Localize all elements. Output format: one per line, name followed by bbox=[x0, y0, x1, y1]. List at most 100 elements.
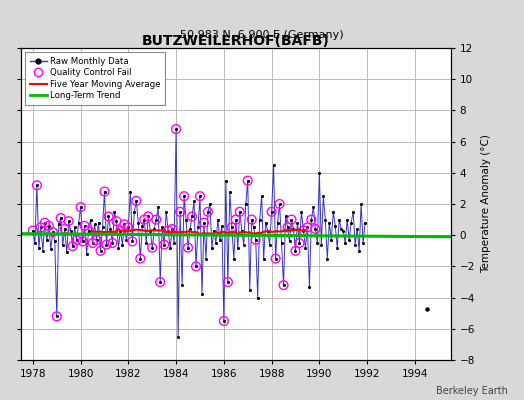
Point bbox=[252, 237, 260, 243]
Point bbox=[295, 240, 303, 246]
Point bbox=[146, 227, 155, 234]
Point bbox=[120, 221, 128, 228]
Point bbox=[256, 216, 264, 223]
Point bbox=[188, 213, 196, 220]
Point bbox=[319, 193, 328, 199]
Point bbox=[176, 209, 184, 215]
Point bbox=[52, 313, 61, 320]
Point bbox=[303, 224, 312, 230]
Point bbox=[106, 226, 115, 232]
Point bbox=[227, 224, 236, 230]
Point bbox=[112, 218, 121, 224]
Point bbox=[281, 213, 290, 220]
Point bbox=[206, 201, 214, 207]
Point bbox=[31, 240, 39, 246]
Point bbox=[184, 244, 192, 251]
Point bbox=[252, 237, 260, 243]
Point bbox=[156, 279, 165, 285]
Y-axis label: Temperature Anomaly (°C): Temperature Anomaly (°C) bbox=[481, 134, 490, 274]
Point bbox=[299, 227, 308, 234]
Point bbox=[246, 286, 254, 293]
Point bbox=[261, 220, 270, 226]
Point bbox=[271, 255, 280, 262]
Point bbox=[108, 240, 117, 246]
Point bbox=[144, 213, 152, 220]
Point bbox=[62, 249, 71, 256]
Point bbox=[357, 201, 365, 207]
Point bbox=[72, 237, 81, 243]
Point bbox=[200, 220, 208, 226]
Point bbox=[317, 241, 325, 248]
Point bbox=[52, 313, 61, 320]
Point bbox=[323, 255, 332, 262]
Point bbox=[337, 226, 345, 232]
Point bbox=[49, 229, 57, 235]
Point bbox=[291, 248, 300, 254]
Point bbox=[194, 224, 202, 230]
Point bbox=[136, 255, 145, 262]
Point bbox=[276, 201, 284, 207]
Point bbox=[94, 220, 103, 226]
Point bbox=[345, 237, 353, 243]
Legend: Raw Monthly Data, Quality Control Fail, Five Year Moving Average, Long-Term Tren: Raw Monthly Data, Quality Control Fail, … bbox=[25, 52, 165, 105]
Point bbox=[170, 240, 178, 246]
Point bbox=[200, 220, 208, 226]
Point bbox=[311, 226, 320, 232]
Point bbox=[42, 237, 51, 243]
Point bbox=[69, 243, 77, 249]
Point bbox=[140, 216, 148, 223]
Point bbox=[148, 244, 157, 251]
Point bbox=[72, 237, 81, 243]
Point bbox=[59, 241, 67, 248]
Point bbox=[236, 209, 244, 215]
Point bbox=[104, 213, 113, 220]
Point bbox=[285, 238, 293, 245]
Point bbox=[57, 215, 65, 221]
Point bbox=[329, 209, 337, 215]
Point bbox=[315, 170, 323, 176]
Point bbox=[327, 237, 335, 243]
Point bbox=[279, 282, 288, 288]
Point bbox=[305, 284, 313, 290]
Point bbox=[343, 216, 352, 223]
Point bbox=[307, 216, 315, 223]
Point bbox=[287, 216, 296, 223]
Point bbox=[102, 241, 111, 248]
Point bbox=[45, 223, 53, 229]
Point bbox=[178, 282, 186, 288]
Point bbox=[222, 177, 230, 184]
Point bbox=[361, 220, 369, 226]
Point bbox=[156, 279, 165, 285]
Point bbox=[89, 240, 97, 246]
Point bbox=[239, 241, 248, 248]
Point bbox=[208, 244, 216, 251]
Point bbox=[220, 318, 228, 324]
Point bbox=[35, 244, 43, 251]
Point bbox=[289, 226, 298, 232]
Point bbox=[232, 216, 240, 223]
Point bbox=[242, 201, 250, 207]
Point bbox=[224, 279, 232, 285]
Point bbox=[190, 198, 198, 204]
Point bbox=[61, 226, 69, 232]
Point bbox=[220, 318, 228, 324]
Point bbox=[204, 209, 212, 215]
Point bbox=[160, 241, 168, 248]
Point bbox=[29, 227, 37, 234]
Point bbox=[325, 220, 333, 226]
Point bbox=[237, 227, 246, 234]
Point bbox=[335, 216, 343, 223]
Point bbox=[100, 188, 108, 195]
Point bbox=[79, 238, 87, 245]
Point bbox=[80, 223, 89, 229]
Point bbox=[301, 244, 310, 251]
Point bbox=[259, 255, 268, 262]
Point bbox=[230, 255, 238, 262]
Point bbox=[104, 213, 113, 220]
Point bbox=[110, 209, 118, 215]
Point bbox=[100, 188, 108, 195]
Point bbox=[331, 223, 340, 229]
Point bbox=[299, 227, 308, 234]
Point bbox=[247, 216, 256, 223]
Point bbox=[192, 263, 200, 270]
